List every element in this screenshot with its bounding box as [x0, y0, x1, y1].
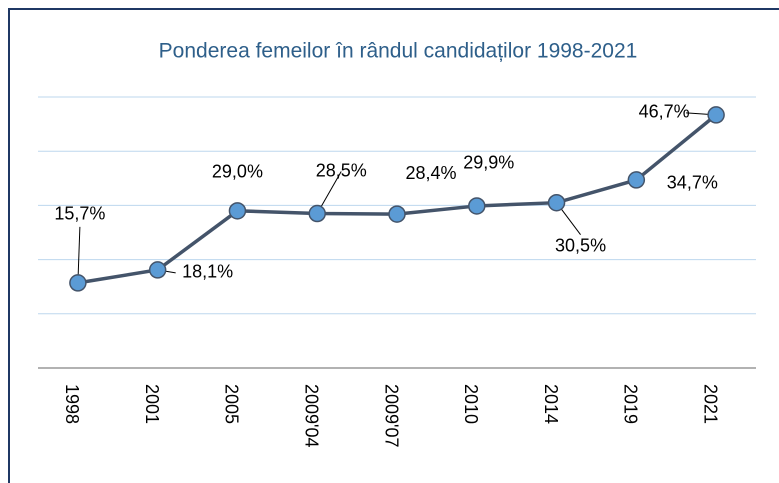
marker: [547, 193, 566, 212]
x-tick-label: 2009'04: [301, 384, 321, 448]
marker: [228, 202, 247, 220]
x-tick-label: 2014: [541, 384, 561, 424]
leader-line: [77, 226, 81, 283]
x-tick-label: 2005: [222, 384, 242, 424]
x-tick-label: 1998: [62, 384, 82, 424]
data-label: 34,7%: [667, 173, 718, 193]
data-label: 29,0%: [212, 162, 263, 182]
frame: [8, 8, 779, 483]
x-tick-label: 2009'07: [381, 384, 401, 448]
data-label: 29,9%: [463, 153, 514, 173]
x-tick-label: 2021: [700, 384, 720, 424]
marker: [627, 171, 646, 189]
marker: [69, 274, 87, 292]
data-label: 28,5%: [316, 160, 367, 180]
marker: [308, 204, 326, 223]
data-label: 15,7%: [54, 204, 105, 224]
marker: [468, 197, 486, 215]
marker: [388, 205, 406, 223]
marker: [707, 106, 725, 124]
x-tick-label: 2001: [142, 384, 162, 424]
data-label: 18,1%: [182, 262, 233, 282]
x-tick-label: 2010: [461, 384, 481, 424]
x-tick-label: 2019: [621, 384, 641, 424]
data-label: 46,7%: [639, 102, 690, 122]
marker: [148, 261, 167, 279]
data-label: 30,5%: [555, 235, 606, 255]
chart-title: Ponderea femeilor în rândul candidaților…: [159, 40, 638, 63]
data-label: 28,4%: [405, 163, 456, 183]
